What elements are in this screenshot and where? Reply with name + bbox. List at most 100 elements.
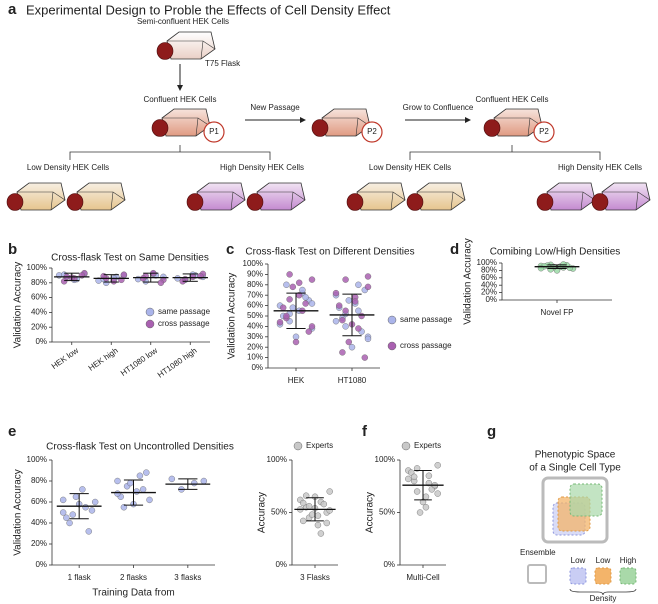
dot	[342, 323, 349, 330]
label: T75 Flask	[205, 59, 241, 68]
dot	[82, 504, 89, 511]
flask-cap	[536, 193, 554, 211]
flask	[166, 31, 216, 60]
dot	[364, 283, 372, 291]
y-tick-label: 50%	[247, 311, 263, 320]
flask-edge	[17, 191, 66, 211]
legend-marker	[387, 341, 397, 351]
flask-cap	[156, 42, 174, 60]
y-tick-label: 20%	[247, 342, 263, 351]
x-tick-label: 1 flask	[68, 573, 92, 582]
dot	[405, 475, 412, 483]
dot	[326, 507, 333, 514]
panel-letter: e	[8, 423, 16, 440]
dot	[332, 318, 340, 325]
x-tick-label: HEK low	[50, 346, 80, 371]
y-tick-label: 0%	[35, 560, 47, 569]
y-axis-label: Validation Accuracy	[13, 262, 24, 349]
y-axis-label: Validation Accuracy	[13, 469, 24, 556]
y-tick-label: 100%	[267, 455, 287, 464]
passage-label: P2	[367, 127, 377, 136]
chart-title: Cross-flask Test on Uncontrolled Densiti…	[46, 442, 234, 453]
panel-letter: a	[8, 1, 17, 18]
dot	[286, 271, 293, 278]
flask	[416, 182, 466, 211]
dot	[352, 298, 359, 305]
label: Grow to Confluence	[403, 103, 474, 112]
x-tick-label: HEK	[288, 376, 305, 385]
y-tick-label: 40%	[247, 322, 263, 331]
bracket	[409, 145, 601, 160]
y-tick-label: 30%	[247, 332, 263, 341]
dot	[136, 472, 144, 479]
y-tick-label: 60%	[31, 293, 47, 302]
y-tick-label: 40%	[31, 518, 47, 527]
dot	[422, 493, 430, 500]
label: Ensemble	[520, 548, 556, 557]
brace	[569, 588, 637, 596]
dot	[276, 319, 284, 326]
chart-title: Cross-flask Test on Different Densities	[245, 247, 414, 258]
y-axis-label: Validation Accuracy	[227, 273, 238, 360]
dot	[63, 514, 70, 521]
dot	[127, 479, 134, 487]
x-tick-label: Novel FP	[541, 308, 574, 317]
x-tick-label: HEK high	[87, 346, 120, 373]
legend-label: same passage	[158, 307, 211, 316]
y-tick-label: 0%	[275, 560, 287, 569]
x-tick-label: HT1080	[338, 376, 367, 385]
passage-label: P2	[539, 127, 549, 136]
dot	[323, 519, 330, 527]
dot	[308, 511, 316, 518]
dot	[133, 488, 140, 495]
dot	[361, 354, 368, 361]
dot	[308, 300, 316, 307]
dot	[358, 312, 365, 320]
y-tick-label: 20%	[31, 539, 47, 548]
y-tick-label: 0%	[35, 337, 47, 346]
dot	[88, 507, 96, 514]
dot	[168, 475, 176, 483]
label: Low Density HEK Cells	[369, 163, 451, 172]
flask-cap	[311, 119, 329, 137]
label: High Density HEK Cells	[558, 163, 642, 172]
dot	[416, 509, 424, 516]
flask	[16, 182, 66, 211]
legend-label: Experts	[414, 441, 441, 450]
high-icon	[619, 567, 637, 585]
dot	[66, 519, 73, 527]
figure-title: Experimental Design to Proble the Effect…	[26, 2, 391, 17]
ensemble-box	[541, 476, 609, 544]
flask-cap	[346, 193, 364, 211]
dot	[305, 328, 312, 335]
flask	[161, 108, 211, 137]
y-axis-label: Validation Accuracy	[463, 238, 474, 325]
low-icon	[594, 567, 612, 585]
legend-marker	[145, 319, 155, 329]
label: Confluent HEK Cells	[476, 95, 549, 104]
dot	[364, 273, 372, 280]
dot	[283, 281, 290, 288]
dot	[345, 297, 352, 304]
dot	[139, 486, 147, 493]
flask-edge	[602, 191, 651, 211]
axis	[51, 460, 215, 566]
legend-marker	[145, 307, 155, 317]
y-tick-label: 90%	[247, 270, 263, 279]
dot	[300, 499, 307, 507]
dot	[286, 296, 293, 303]
y-tick-label: 100%	[477, 258, 497, 267]
label: Confluent HEK Cells	[144, 95, 217, 104]
label: of a Single Cell Type	[529, 463, 621, 474]
y-tick-label: 50%	[271, 508, 287, 517]
dot	[91, 498, 99, 506]
flask-edge	[547, 191, 596, 211]
dot	[289, 283, 296, 291]
dot	[157, 279, 165, 286]
dot	[308, 276, 316, 283]
dot	[200, 477, 208, 485]
label: Low Density HEK Cells	[27, 163, 109, 172]
dot	[320, 500, 328, 508]
y-tick-label: 100%	[243, 259, 263, 268]
flask-cap	[483, 119, 501, 137]
